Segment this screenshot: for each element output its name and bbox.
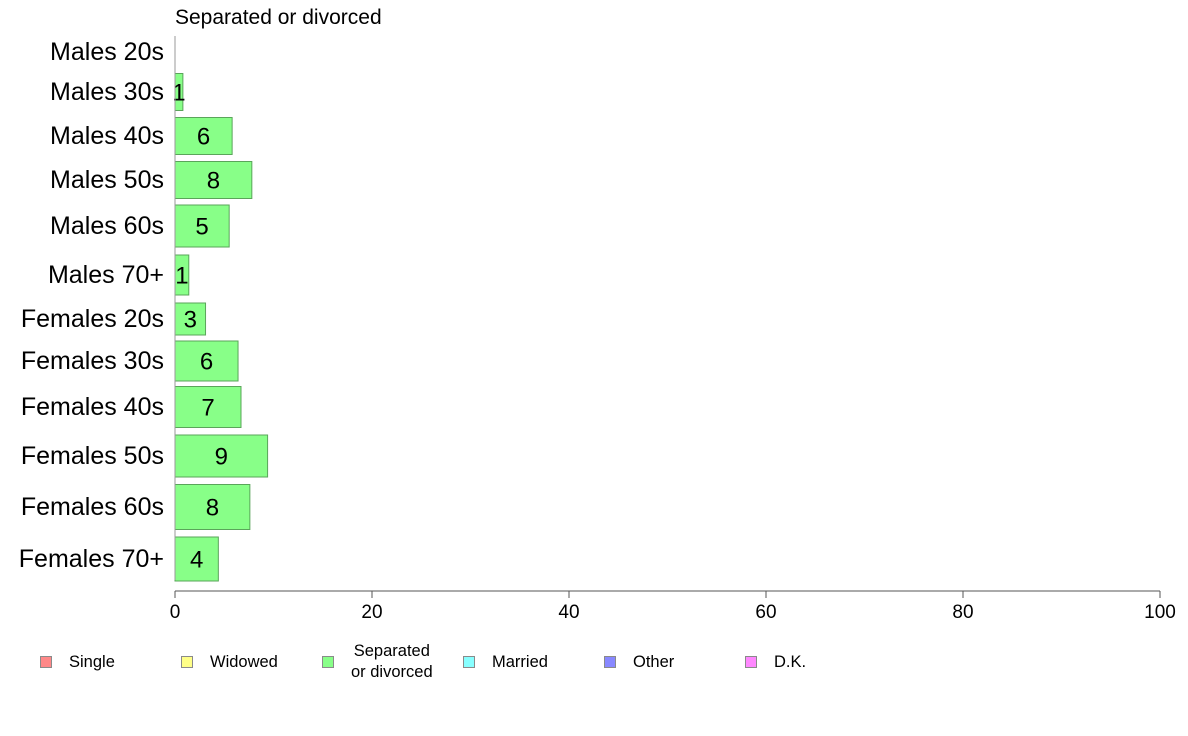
bar-value-label: 1 <box>175 263 188 290</box>
bar <box>174 386 242 428</box>
x-tick-label: 80 <box>952 602 973 623</box>
bar-value-label: 8 <box>206 495 219 522</box>
bar <box>174 340 239 382</box>
legend-swatch <box>604 656 616 668</box>
legend-label: Other <box>633 652 675 671</box>
bar-value-label: 7 <box>201 395 214 422</box>
legend-item: Married <box>463 640 548 684</box>
category-label: Males 50s <box>50 166 164 194</box>
legend-item: Single <box>40 640 115 684</box>
legend-label: Widowed <box>210 652 278 671</box>
bar <box>174 484 251 530</box>
legend: Single Widowed Separated or divorced Marrie… <box>0 640 1188 690</box>
bar <box>174 117 233 155</box>
legend-item: Widowed <box>181 640 278 684</box>
bar-value-label: 3 <box>184 307 197 334</box>
legend-label: Separated or divorced <box>351 642 433 681</box>
bar-value-label: 8 <box>207 168 220 195</box>
legend-label: Single <box>69 652 115 671</box>
category-label: Females 20s <box>21 305 164 333</box>
x-tick-label: 100 <box>1144 602 1176 623</box>
legend-swatch <box>745 656 757 668</box>
bar-value-label: 5 <box>195 214 208 241</box>
bar-value-label: 6 <box>197 124 210 151</box>
bar <box>174 161 253 199</box>
category-label: Females 60s <box>21 493 164 521</box>
legend-swatch <box>463 656 475 668</box>
legend-item: Other <box>604 640 674 684</box>
category-label: Females 40s <box>21 393 164 421</box>
category-label: Males 20s <box>50 38 164 66</box>
category-labels-layer: Males 20s Males 30s 1 Males 40s 6 Males 50s 8 M… <box>19 38 228 574</box>
category-label: Males 30s <box>50 78 164 106</box>
category-label: Males 70+ <box>48 261 164 289</box>
bar <box>174 302 207 336</box>
bar-value-label: 6 <box>200 349 213 376</box>
bar-value-label: 4 <box>190 547 203 574</box>
x-axis: 0 20 40 60 80 100 <box>170 36 1176 623</box>
category-label: Females 50s <box>21 442 164 470</box>
legend-item: D.K. <box>745 640 806 684</box>
x-tick-label: 0 <box>170 602 181 623</box>
legend-label: D.K. <box>774 652 807 671</box>
category-label: Males 60s <box>50 212 164 240</box>
bar-value-label: 9 <box>215 444 228 471</box>
bar <box>174 204 230 248</box>
category-label: Females 30s <box>21 347 164 375</box>
legend-swatch <box>181 656 193 668</box>
chart-title: Separated or divorced <box>175 6 382 29</box>
bar-value-label: 1 <box>172 80 185 107</box>
legend-swatch <box>40 656 52 668</box>
category-label: Females 70+ <box>19 545 164 573</box>
bar-chart: Males 20s Males 30s 1 Males 40s 6 Males 50s 8 M… <box>19 36 1176 623</box>
bar <box>174 536 219 582</box>
x-tick-label: 60 <box>755 602 776 623</box>
x-tick-label: 20 <box>361 602 382 623</box>
legend-label: Married <box>492 652 548 671</box>
legend-swatch <box>322 656 334 668</box>
legend-item: Separated or divorced <box>322 640 433 684</box>
bars-layer <box>174 73 269 582</box>
category-label: Males 40s <box>50 122 164 150</box>
bar <box>174 434 269 478</box>
x-tick-label: 40 <box>558 602 579 623</box>
